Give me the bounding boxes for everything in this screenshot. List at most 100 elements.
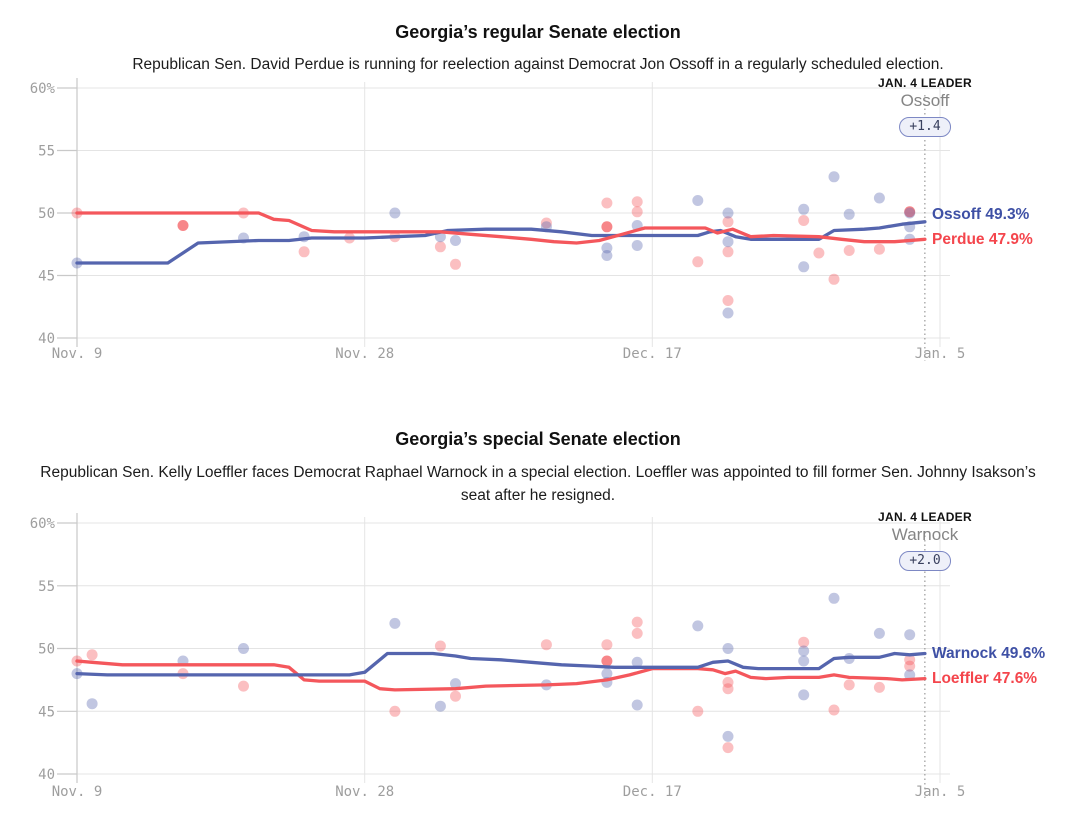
poll-dot-rep <box>722 676 734 688</box>
special-chart-title: Georgia’s special Senate election <box>395 428 681 449</box>
poll-dot-dem <box>904 207 916 219</box>
poll-dot-rep <box>238 680 249 692</box>
x-tick-label: Jan. 5 <box>915 784 966 800</box>
x-tick-label: Nov. 9 <box>52 346 103 362</box>
y-tick-label: 50 <box>38 206 55 222</box>
regular-chart-title: Georgia’s regular Senate election <box>395 21 681 42</box>
poll-dot-dem <box>722 307 734 319</box>
poll-dot-dem <box>86 698 98 710</box>
poll-dot-rep <box>798 215 810 226</box>
poll-dot-dem <box>798 689 810 701</box>
leader-name: Ossoff <box>900 91 950 110</box>
x-tick-label: Dec. 17 <box>623 784 682 800</box>
poll-dot-dem <box>692 195 704 206</box>
y-tick-label: 55 <box>38 579 55 595</box>
poll-dot-dem <box>722 236 734 248</box>
special-chart-subtitle: Republican Sen. Kelly Loeffler faces Dem… <box>40 463 1036 504</box>
poll-dot-rep <box>631 616 643 628</box>
x-tick-label: Nov. 9 <box>52 784 103 800</box>
y-tick-label: 45 <box>38 704 55 720</box>
poll-dot-rep <box>631 627 643 639</box>
poll-dot-rep <box>177 220 189 231</box>
poll-dot-dem <box>238 643 249 654</box>
poll-dot-rep <box>601 639 613 651</box>
y-tick-label: 55 <box>38 144 55 160</box>
poll-dot-rep <box>434 241 446 253</box>
y-tick-label: 50 <box>38 642 55 658</box>
poll-dot-dem <box>631 240 643 251</box>
poll-dot-dem <box>722 207 734 219</box>
poll-dot-dem <box>798 261 810 273</box>
x-tick-label: Dec. 17 <box>623 346 682 362</box>
poll-dot-dem <box>601 668 613 680</box>
poll-dot-dem <box>722 730 734 742</box>
poll-dot-dem <box>631 656 643 668</box>
poll-dot-dem <box>389 617 401 629</box>
poll-dot-rep <box>692 705 704 717</box>
trend-line-rep <box>75 659 927 692</box>
leader-margin-badge: +2.0 <box>899 551 951 571</box>
trend-line-dem <box>75 651 927 677</box>
perdue-line-label: Perdue 47.9% <box>932 231 1033 248</box>
poll-dot-rep <box>904 654 916 666</box>
y-tick-label: 60% <box>30 81 56 97</box>
leader-kicker: JAN. 4 LEADER <box>878 76 972 90</box>
y-tick-label: 45 <box>38 269 55 285</box>
poll-dot-rep <box>722 216 734 228</box>
poll-dot-dem <box>389 207 401 219</box>
x-tick-label: Jan. 5 <box>915 346 966 362</box>
leader-name: Warnock <box>891 525 959 544</box>
poll-dot-rep <box>843 245 855 256</box>
leader-margin-badge: +1.4 <box>899 117 951 137</box>
poll-dot-rep <box>813 247 825 259</box>
poll-dot-rep <box>298 246 310 258</box>
poll-dot-dem <box>798 645 810 657</box>
poll-dot-rep <box>722 742 734 754</box>
poll-dot-dem <box>434 700 446 712</box>
poll-dot-rep <box>873 243 885 255</box>
poll-dot-rep <box>798 636 810 648</box>
loeffler-line-label: Loeffler 47.6% <box>932 670 1038 687</box>
poll-dot-rep <box>434 640 446 652</box>
poll-dot-dem <box>450 678 461 690</box>
poll-dot-rep <box>601 655 613 667</box>
poll-dot-dem <box>798 203 810 215</box>
poll-dot-dem <box>873 192 885 204</box>
poll-dot-dem <box>692 620 704 632</box>
poll-dot-rep <box>722 246 734 258</box>
x-tick-label: Nov. 28 <box>335 784 394 800</box>
poll-dot-dem <box>873 627 885 639</box>
poll-dot-dem <box>828 171 840 183</box>
trend-line-rep <box>75 211 927 245</box>
poll-dot-dem <box>904 669 916 681</box>
poll-dot-rep <box>904 660 916 672</box>
regular-chart-subtitle: Republican Sen. David Perdue is running … <box>132 55 944 73</box>
poll-dot-rep <box>450 258 461 270</box>
poll-dot-rep <box>692 256 704 268</box>
y-tick-label: 40 <box>38 331 55 347</box>
poll-dot-rep <box>843 679 855 691</box>
poll-dot-dem <box>631 699 643 711</box>
poll-dot-rep <box>722 683 734 695</box>
special-leader-annotation: JAN. 4 LEADER Warnock +2.0 <box>878 510 972 571</box>
poll-dot-rep <box>873 681 885 693</box>
poll-dot-rep <box>450 690 461 702</box>
poll-dot-rep <box>631 206 643 218</box>
y-tick-label: 60% <box>30 516 56 532</box>
poll-dot-dem <box>828 592 840 604</box>
poll-dot-dem <box>601 242 613 254</box>
poll-dot-rep <box>601 221 613 233</box>
poll-dot-dem <box>798 655 810 667</box>
poll-dot-rep <box>601 197 613 209</box>
poll-dot-rep <box>540 639 552 651</box>
poll-dot-rep <box>722 295 734 306</box>
regular-leader-annotation: JAN. 4 LEADER Ossoff +1.4 <box>878 76 972 137</box>
poll-dot-rep <box>631 196 643 208</box>
warnock-line-label: Warnock 49.6% <box>932 645 1046 662</box>
poll-dot-dem <box>601 250 613 261</box>
poll-dot-rep <box>828 704 840 716</box>
poll-dot-rep <box>540 217 552 229</box>
poll-dot-rep <box>904 206 916 218</box>
